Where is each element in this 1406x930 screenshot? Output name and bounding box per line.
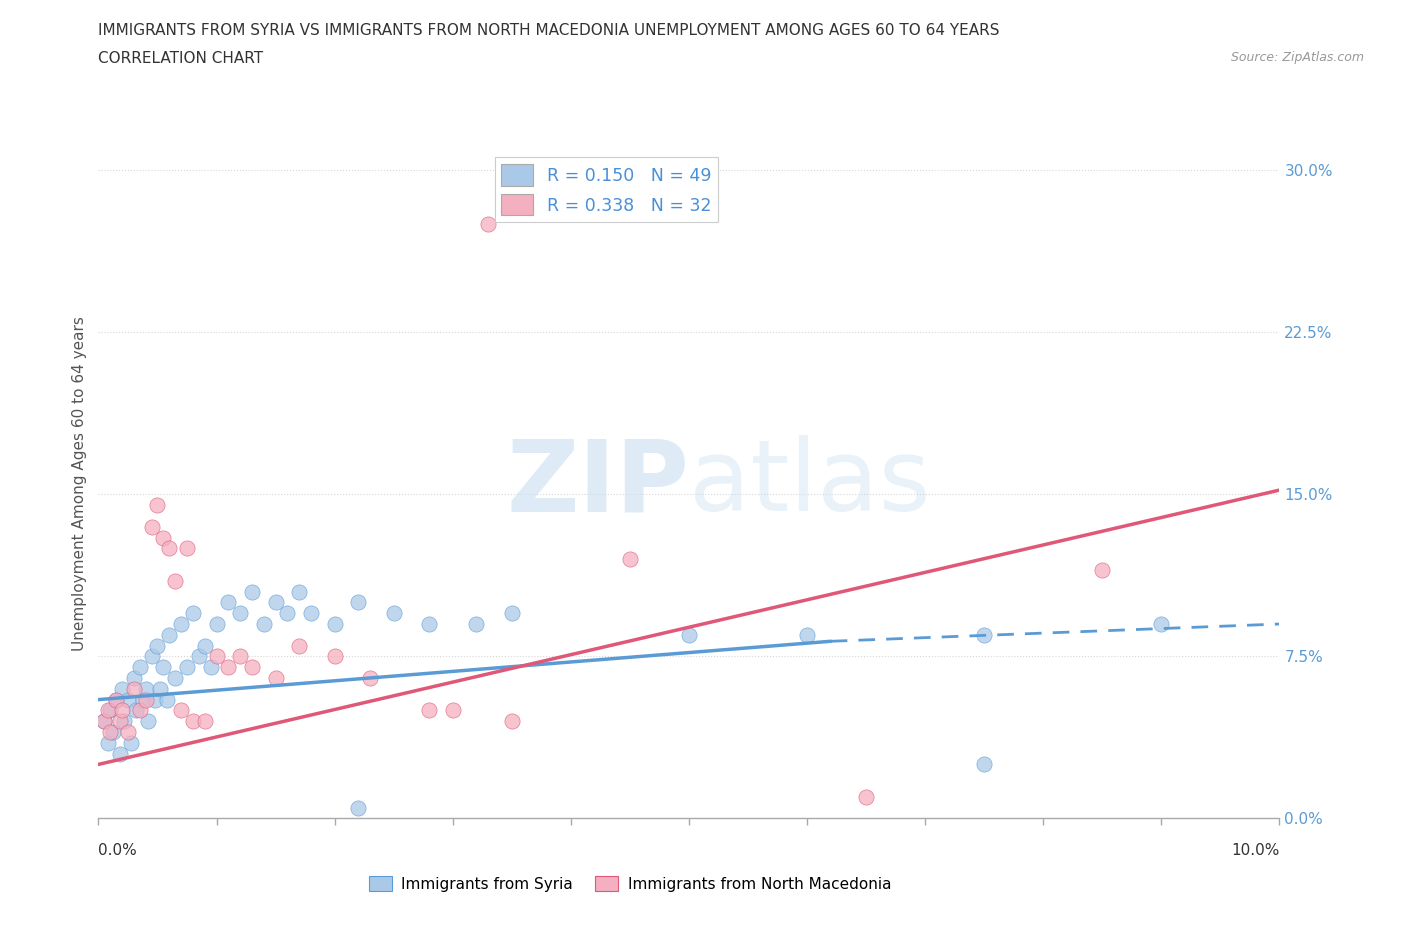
Point [205,649,228,664]
Point [157,541,180,556]
Point [136,713,159,728]
Point [165,671,187,685]
Point [108,713,131,728]
Point [288,584,311,599]
Point [323,649,346,664]
Y-axis label: Unemployment Among Ages 60 to 64 years: Unemployment Among Ages 60 to 64 years [72,316,87,651]
Point [112,713,135,728]
Point [93,713,115,728]
Point [156,692,179,707]
Text: 10.0%: 10.0% [1232,844,1279,858]
Point [796,628,818,643]
Point [181,713,204,728]
Point [143,692,166,707]
Point [146,638,169,653]
Point [157,628,180,643]
Point [501,713,523,728]
Point [135,692,157,707]
Point [149,682,172,697]
Point [240,659,263,674]
Point [501,605,523,620]
Text: IMMIGRANTS FROM SYRIA VS IMMIGRANTS FROM NORTH MACEDONIA UNEMPLOYMENT AMONG AGES: IMMIGRANTS FROM SYRIA VS IMMIGRANTS FROM… [98,23,1000,38]
Point [347,595,370,610]
Text: Source: ZipAtlas.com: Source: ZipAtlas.com [1230,51,1364,64]
Point [418,703,440,718]
Point [477,217,499,232]
Point [165,574,187,589]
Point [619,551,641,566]
Point [108,746,131,761]
Text: 0.0%: 0.0% [98,844,138,858]
Point [105,692,128,707]
Point [121,736,143,751]
Point [240,584,263,599]
Point [128,703,150,718]
Point [1091,563,1114,578]
Point [194,638,217,653]
Point [98,724,121,739]
Point [229,605,252,620]
Point [101,724,124,739]
Point [229,649,252,664]
Point [973,628,995,643]
Point [205,617,228,631]
Point [93,713,115,728]
Point [122,671,145,685]
Text: ZIP: ZIP [506,435,689,532]
Point [418,617,440,631]
Point [152,659,174,674]
Point [117,724,139,739]
Point [347,800,370,815]
Point [264,595,287,610]
Point [441,703,464,718]
Point [288,638,311,653]
Point [141,649,163,664]
Point [98,703,121,718]
Point [465,617,488,631]
Point [146,498,169,512]
Point [264,671,287,685]
Point [382,605,405,620]
Point [125,703,148,718]
Point [194,713,217,728]
Point [217,659,239,674]
Point [97,703,120,718]
Point [176,659,198,674]
Point [253,617,276,631]
Point [152,530,174,545]
Text: atlas: atlas [689,435,931,532]
Point [128,659,150,674]
Point [170,703,193,718]
Point [141,519,163,534]
Point [1150,617,1173,631]
Text: CORRELATION CHART: CORRELATION CHART [98,51,263,66]
Point [122,682,145,697]
Point [217,595,239,610]
Point [276,605,298,620]
Point [181,605,204,620]
Point [359,671,381,685]
Point [200,659,222,674]
Point [176,541,198,556]
Legend: R = 0.150   N = 49, R = 0.338   N = 32: R = 0.150 N = 49, R = 0.338 N = 32 [495,157,718,222]
Point [170,617,193,631]
Point [323,617,346,631]
Point [111,703,134,718]
Point [678,628,700,643]
Point [97,736,120,751]
Point [132,692,155,707]
Point [973,757,995,772]
Point [135,682,157,697]
Point [855,790,877,804]
Point [299,605,322,620]
Point [187,649,209,664]
Point [105,692,128,707]
Point [117,692,139,707]
Point [111,682,134,697]
